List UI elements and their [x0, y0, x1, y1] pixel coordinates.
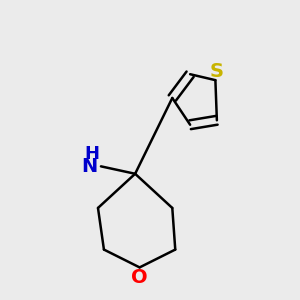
Text: H: H — [85, 145, 100, 163]
Text: S: S — [210, 62, 224, 81]
Text: N: N — [81, 157, 97, 176]
Text: O: O — [131, 268, 148, 287]
